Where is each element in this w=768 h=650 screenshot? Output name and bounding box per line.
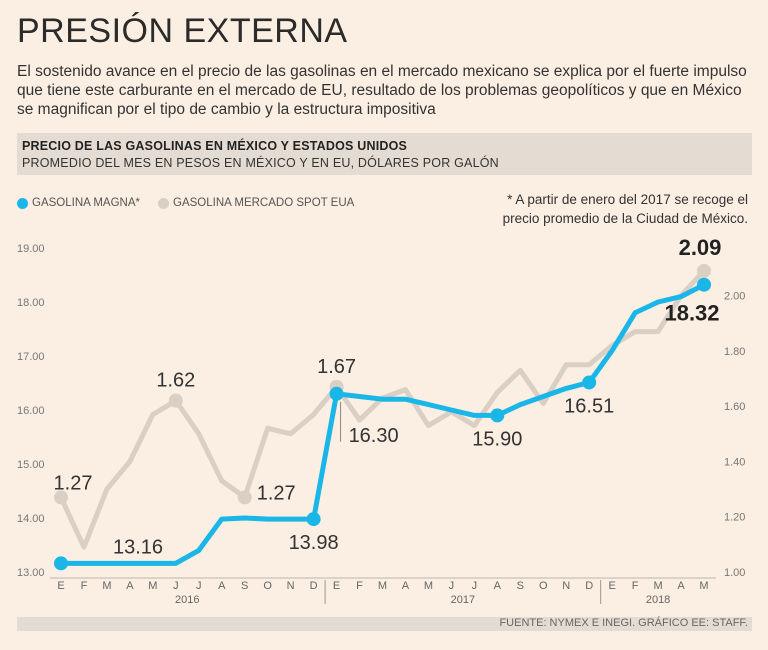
data-label: 13.16 (113, 536, 163, 558)
legend-dot-spot-icon (158, 197, 170, 209)
spot-point-marker (168, 393, 183, 408)
x-axis-tick-label: M (699, 580, 708, 592)
right-axis-tick-label: 1.80 (724, 346, 745, 358)
x-axis-tick-label: D (585, 580, 593, 592)
x-axis-tick-label: N (562, 580, 570, 592)
x-axis-tick-label: J (196, 580, 202, 592)
data-label: 15.90 (472, 428, 522, 450)
chart-title: PRECIO DE LAS GASOLINAS EN MÉXICO Y ESTA… (22, 139, 408, 153)
right-axis-tick-label: 2.00 (724, 291, 745, 303)
x-axis-tick-label: D (310, 580, 318, 592)
magna-point-marker (697, 277, 711, 292)
x-axis-tick-label: S (517, 580, 524, 592)
x-axis-tick-label: F (632, 580, 639, 592)
year-label: 2018 (646, 594, 670, 606)
data-label: 13.98 (289, 532, 339, 554)
x-axis-tick-label: O (539, 580, 548, 592)
year-label: 2016 (175, 594, 199, 606)
magna-point-marker (582, 375, 597, 390)
data-label: 16.30 (349, 425, 399, 447)
x-axis-tick-label: A (402, 580, 410, 592)
chart-header-band: PRECIO DE LAS GASOLINAS EN MÉXICO Y ESTA… (17, 133, 752, 175)
data-label: 18.32 (664, 301, 719, 326)
left-axis-tick-label: 18.00 (17, 297, 45, 309)
footer-band: FUENTE: NYMEX E INEGI. GRÁFICO EE: STAFF… (17, 617, 752, 631)
left-axis-tick-label: 13.00 (17, 567, 45, 579)
left-axis-tick-label: 16.00 (17, 405, 45, 417)
x-axis-tick-label: M (378, 580, 387, 592)
x-axis-tick-label: M (148, 580, 157, 592)
right-axis-tick-label: 1.40 (724, 456, 745, 468)
legend-label-magna: GASOLINA MAGNA* (32, 197, 141, 209)
data-label: 2.09 (679, 235, 722, 260)
x-axis-tick-label: A (494, 580, 502, 592)
left-axis-tick-label: 19.00 (17, 243, 45, 255)
magna-point-marker (490, 408, 505, 423)
left-axis-tick-label: 17.00 (17, 351, 45, 363)
legend-item-magna: GASOLINA MAGNA* (17, 197, 140, 209)
page-subtitle: El sostenido avance en el precio de las … (17, 63, 747, 118)
data-label: 1.27 (257, 482, 296, 504)
year-label: 2017 (451, 594, 475, 606)
source-footer: FUENTE: NYMEX E INEGI. GRÁFICO EE: STAFF… (499, 617, 748, 629)
x-axis-tick-label: J (472, 580, 478, 592)
x-axis-tick-label: E (57, 580, 64, 592)
x-axis-tick-label: J (449, 580, 455, 592)
right-axis-tick-label: 1.00 (724, 567, 745, 579)
x-axis-tick-label: E (608, 580, 615, 592)
x-axis-tick-label: J (173, 580, 179, 592)
x-axis-tick-label: O (263, 580, 272, 592)
data-label: 1.62 (156, 370, 195, 392)
x-axis-tick-label: A (677, 580, 685, 592)
data-label: 1.27 (54, 472, 93, 494)
magna-point-marker (306, 512, 321, 527)
series-line-magna (58, 282, 707, 566)
x-axis-tick-label: N (287, 580, 295, 592)
legend-label-spot: GASOLINA MERCADO SPOT EUA (173, 197, 355, 209)
x-axis-tick-label: S (241, 580, 248, 592)
x-axis-tick-label: F (356, 580, 363, 592)
left-axis-tick-label: 15.00 (17, 459, 45, 471)
data-label: 16.51 (564, 395, 614, 417)
x-axis-tick-label: A (218, 580, 226, 592)
spot-point-marker (697, 263, 711, 278)
chart-note: * A partir de enero del 2017 se recoge e… (502, 192, 748, 226)
magna-point-marker (54, 556, 68, 571)
x-axis-tick-label: E (333, 580, 340, 592)
spot-point-marker (54, 490, 68, 505)
legend-item-spot: GASOLINA MERCADO SPOT EUA (158, 197, 354, 209)
x-axis-tick-label: F (81, 580, 88, 592)
x-axis-tick-label: M (102, 580, 111, 592)
chart-subtitle: PROMEDIO DEL MES EN PESOS EN MÉXICO Y EN… (22, 156, 499, 170)
left-axis-tick-label: 14.00 (17, 513, 45, 525)
x-axis-tick-label: M (653, 580, 662, 592)
x-axis-tick-label: M (424, 580, 433, 592)
legend-dot-magna-icon (17, 197, 28, 209)
right-axis-tick-label: 1.60 (724, 401, 745, 413)
x-axis-tick-label: A (126, 580, 134, 592)
right-axis-tick-label: 1.20 (724, 512, 745, 524)
chart-legend: GASOLINA MAGNA* GASOLINA MERCADO SPOT EU… (17, 197, 372, 209)
page-title: PRESIÓN EXTERNA (17, 12, 348, 50)
data-label: 1.67 (317, 356, 356, 378)
magna-point-marker (329, 386, 344, 401)
spot-point-marker (237, 490, 252, 505)
